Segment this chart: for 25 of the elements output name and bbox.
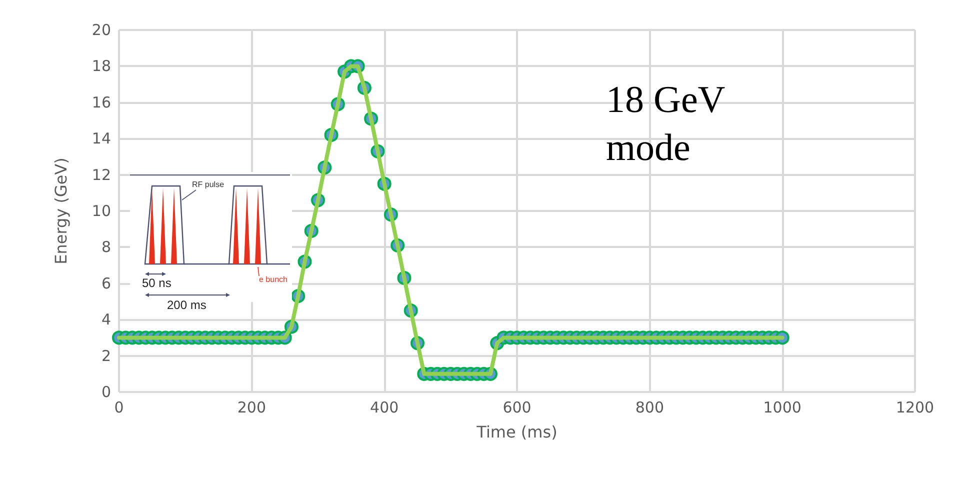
y-axis-title: Energy (GeV) <box>52 158 70 264</box>
y-tick-label: 8 <box>101 238 111 256</box>
y-tick-label: 16 <box>92 93 111 112</box>
x-tick-label: 200 <box>237 398 266 416</box>
x-tick-label: 1000 <box>763 398 802 416</box>
x-tick-label: 0 <box>114 398 124 416</box>
y-tick-label: 2 <box>101 346 111 365</box>
y-tick-label: 6 <box>101 274 111 292</box>
y-tick-label: 12 <box>92 166 111 184</box>
y-tick-label: 4 <box>101 310 111 329</box>
y-tick-label: 14 <box>92 130 111 148</box>
y-tick-label: 20 <box>92 21 111 39</box>
x-tick-label: 400 <box>370 398 399 416</box>
y-tick-label: 18 <box>92 57 111 76</box>
x-tick-label: 800 <box>635 398 664 416</box>
x-axis-title: Time (ms) <box>476 422 558 442</box>
annotation: RF pulse <box>192 180 224 189</box>
annotation: 18 GeV mode <box>606 78 726 171</box>
annotation: 200 ms <box>167 298 206 312</box>
annotation: 50 ns <box>142 276 172 290</box>
annotation: e bunch <box>259 275 288 284</box>
y-tick-label: 0 <box>101 383 111 401</box>
x-tick-label: 1200 <box>896 398 934 416</box>
y-tick-label: 10 <box>92 202 111 220</box>
x-tick-label: 600 <box>502 398 532 416</box>
